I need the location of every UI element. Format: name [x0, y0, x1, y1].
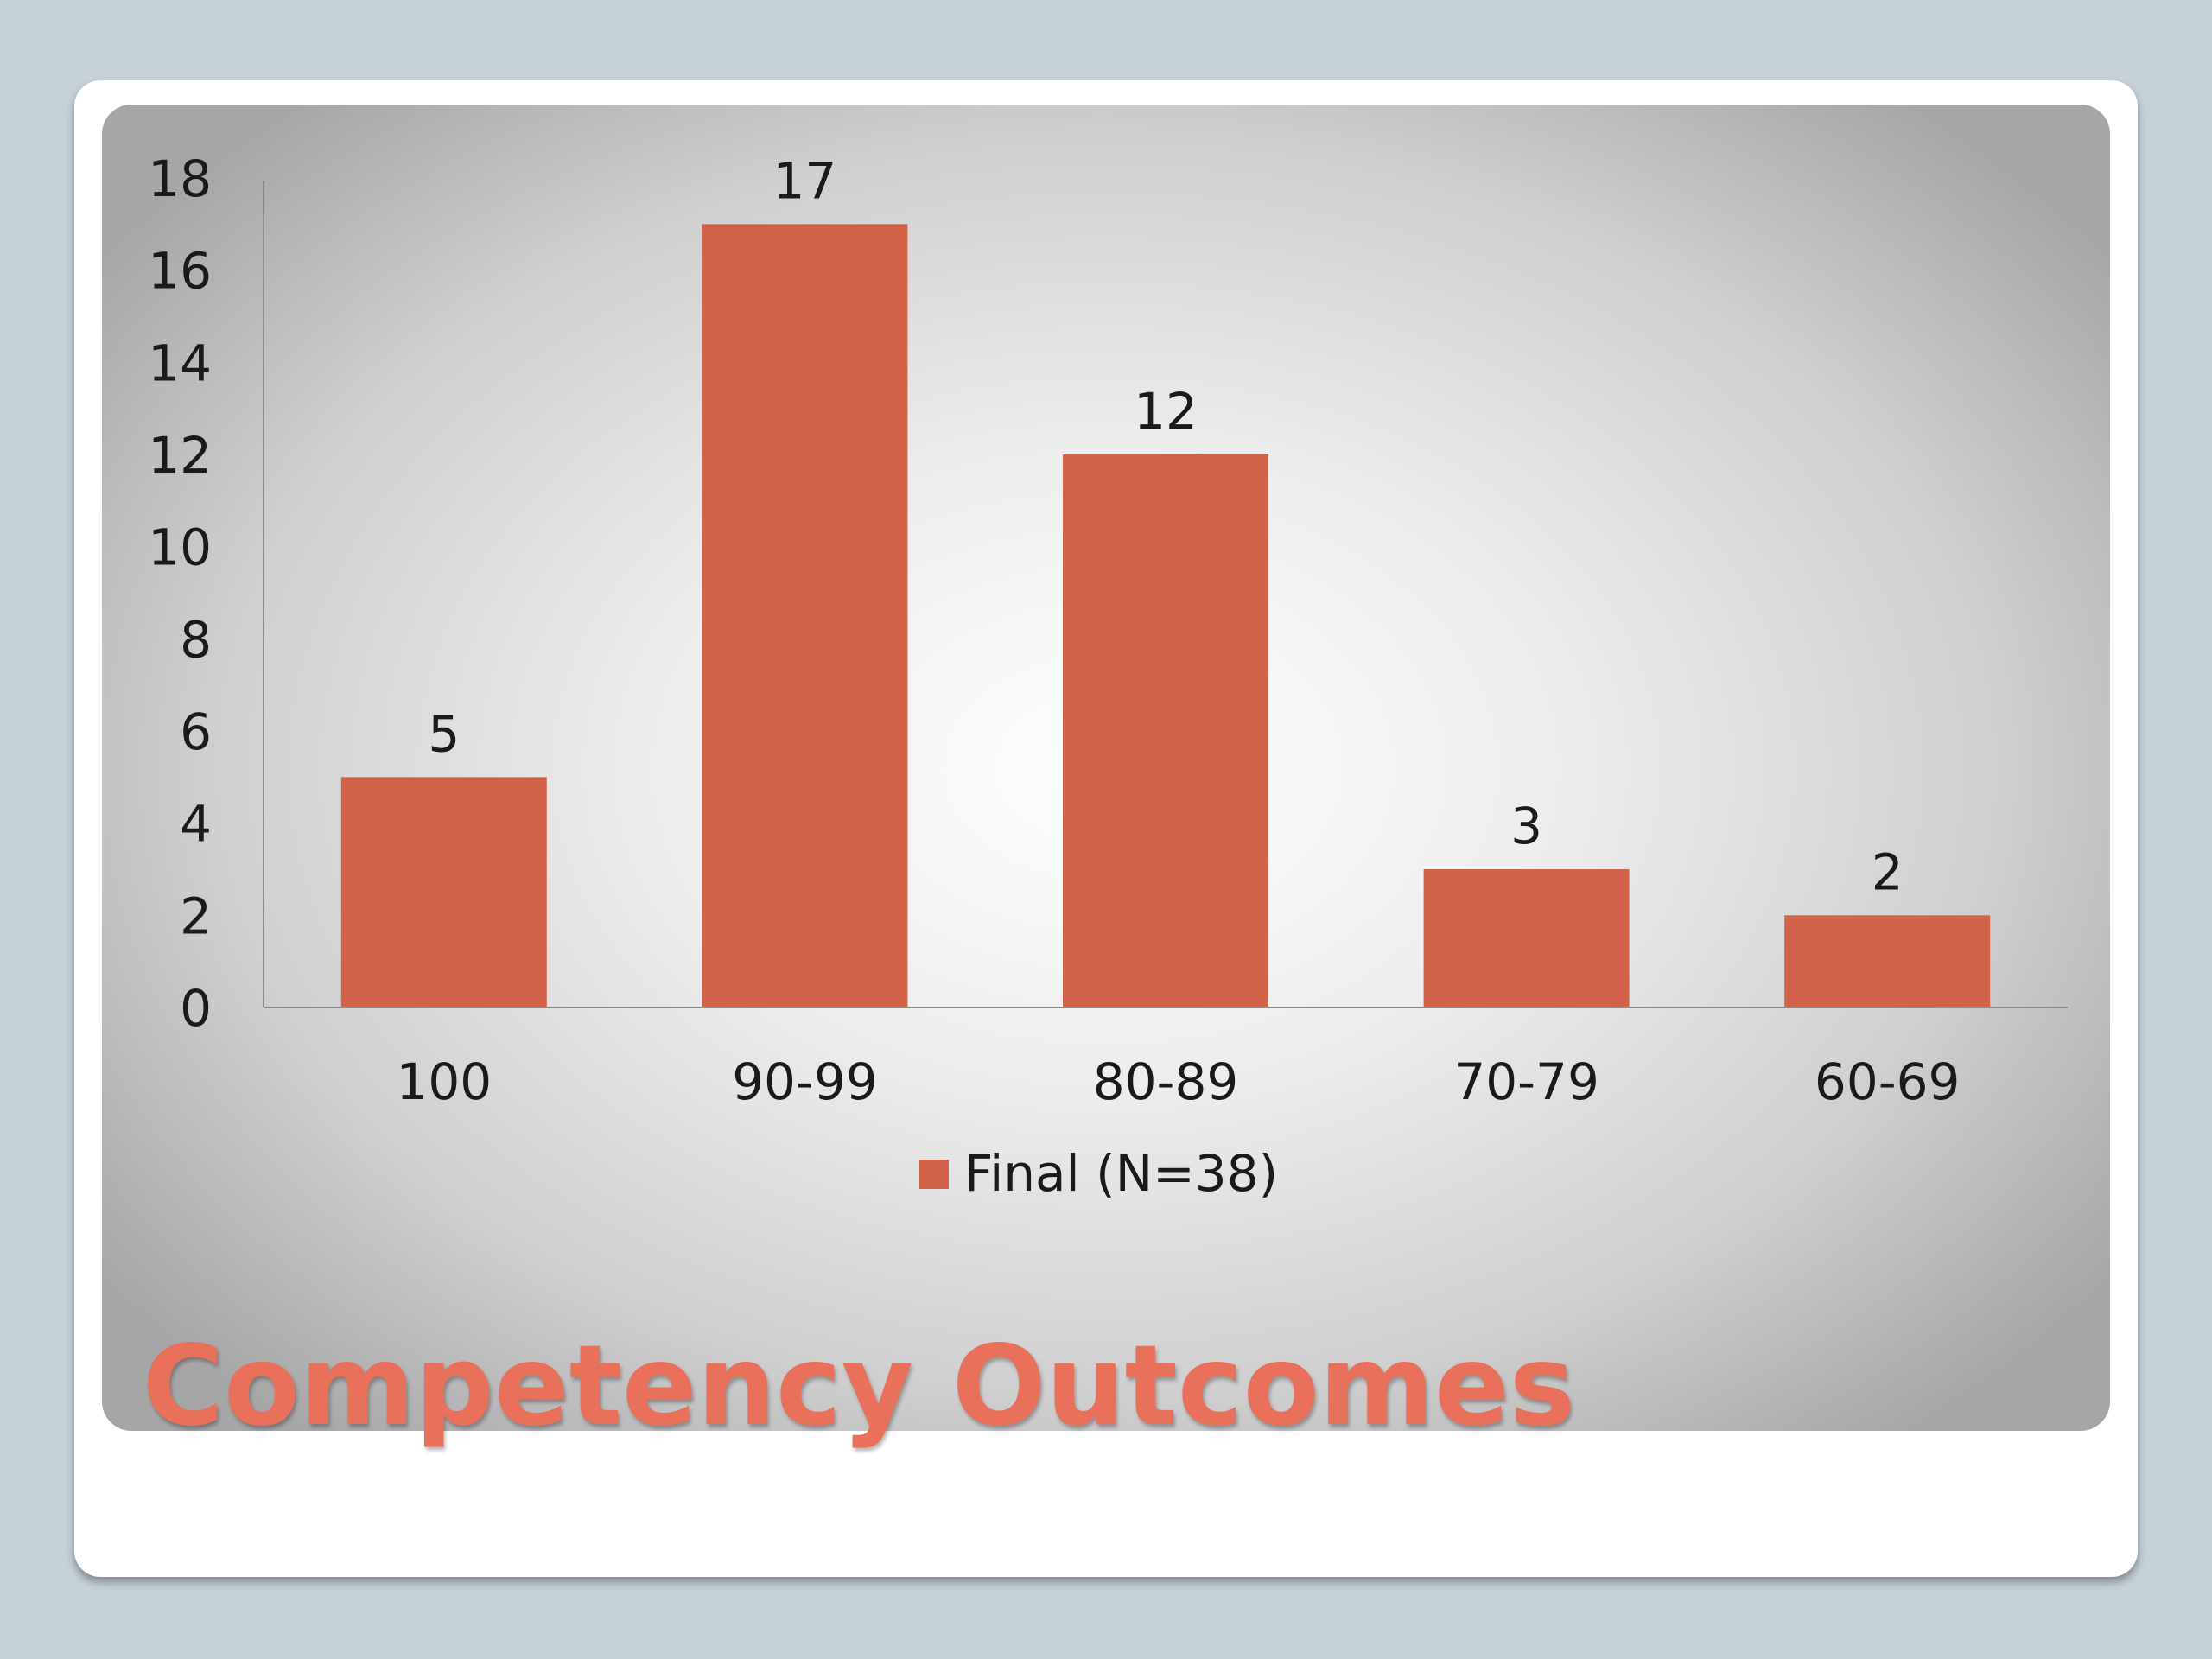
data-label: 3: [1510, 797, 1542, 855]
bar: [340, 777, 547, 1007]
y-tick-label: 4: [180, 795, 212, 854]
y-tick-label: 2: [180, 887, 212, 945]
x-tick-label: 100: [396, 1052, 492, 1111]
legend-swatch: [919, 1160, 949, 1189]
y-tick-label: 14: [148, 334, 212, 392]
y-tick-label: 10: [148, 518, 212, 577]
data-label: 5: [428, 704, 460, 763]
y-tick-label: 6: [180, 702, 212, 761]
y-tick-label: 0: [180, 979, 212, 1038]
x-tick-label: 80-89: [1093, 1052, 1239, 1111]
data-label: 2: [1872, 842, 1904, 901]
bar-chart: 0 2 4 6 8 10 12 14 16 18 5 100 17 90-99 12 80-89 3 70-79 2…: [148, 149, 2068, 1203]
x-tick-label: 60-69: [1815, 1052, 1961, 1111]
x-tick-label: 90-99: [732, 1052, 878, 1111]
bar: [1423, 869, 1630, 1007]
bar: [1784, 915, 1991, 1007]
slide-title: Competency Outcomes: [143, 1322, 1575, 1451]
chart-panel: 0 2 4 6 8 10 12 14 16 18 5 100 17 90-99 12 80-89 3 70-79 2…: [102, 105, 2110, 1431]
y-tick-label: 16: [148, 242, 212, 301]
data-label: 17: [772, 151, 836, 210]
data-label: 12: [1134, 382, 1198, 441]
y-tick-label: 8: [180, 610, 212, 669]
bar: [702, 224, 908, 1007]
bar: [1063, 454, 1268, 1007]
x-tick-label: 70-79: [1453, 1052, 1599, 1111]
y-tick-label: 18: [148, 149, 212, 208]
y-tick-label: 12: [148, 426, 212, 485]
legend-label: Final (N=38): [964, 1144, 1278, 1203]
